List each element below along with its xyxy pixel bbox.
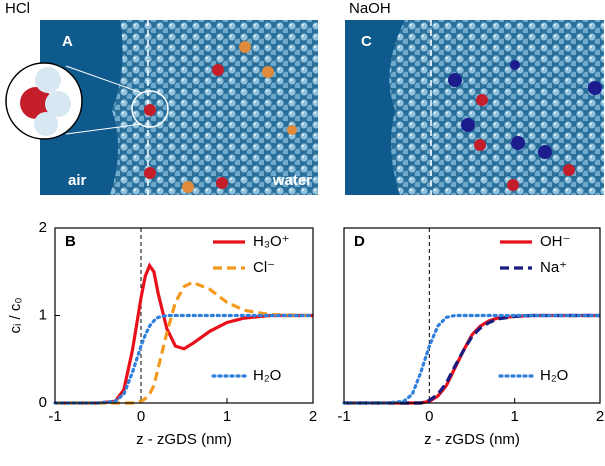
series-line bbox=[53, 313, 315, 405]
x-axis-label: z - zGDS (nm) bbox=[424, 431, 520, 448]
legend-label: OH⁻ bbox=[540, 233, 570, 250]
plot-frame bbox=[54, 227, 314, 404]
x-tick-label: 1 bbox=[510, 408, 518, 425]
series-line bbox=[55, 262, 313, 405]
series-line bbox=[344, 313, 600, 405]
x-tick-label: 0 bbox=[137, 408, 145, 425]
x-tick-label: 2 bbox=[596, 408, 604, 425]
legend-label: Cl⁻ bbox=[253, 259, 275, 276]
plot-frame bbox=[343, 227, 601, 404]
x-tick-label: -1 bbox=[337, 408, 350, 425]
y-tick-label: 0 bbox=[39, 394, 47, 411]
image-panel-c: NaOH C bbox=[345, 0, 604, 195]
image-panel-a: HCl A air water bbox=[5, 0, 318, 195]
x-axis-label: z - zGDS (nm) bbox=[136, 431, 232, 448]
series-line bbox=[342, 313, 602, 405]
x-tick-label: 1 bbox=[223, 408, 231, 425]
y-axis-label: cᵢ / c₀ bbox=[7, 297, 24, 333]
water-region bbox=[110, 20, 318, 195]
series-line bbox=[344, 313, 600, 405]
x-tick-label: 0 bbox=[425, 408, 433, 425]
series-line bbox=[55, 280, 314, 405]
legend-label: H₃O⁺ bbox=[253, 233, 290, 250]
panel-label: A bbox=[62, 33, 73, 50]
legend-label: Na⁺ bbox=[540, 259, 567, 276]
x-tick-label: -1 bbox=[48, 408, 61, 425]
panel-label: B bbox=[65, 233, 76, 250]
annotation: air bbox=[68, 172, 87, 189]
panel-label: C bbox=[361, 33, 372, 50]
annotation: water bbox=[272, 172, 312, 189]
panel-label: D bbox=[354, 233, 365, 250]
legend-label: H₂O bbox=[540, 367, 568, 384]
x-tick-label: 2 bbox=[309, 408, 317, 425]
panel-title: NaOH bbox=[349, 0, 391, 17]
legend-label: H₂O bbox=[253, 367, 281, 384]
y-tick-label: 2 bbox=[39, 219, 47, 236]
panel-title: HCl bbox=[5, 0, 30, 17]
y-tick-label: 1 bbox=[39, 306, 47, 323]
